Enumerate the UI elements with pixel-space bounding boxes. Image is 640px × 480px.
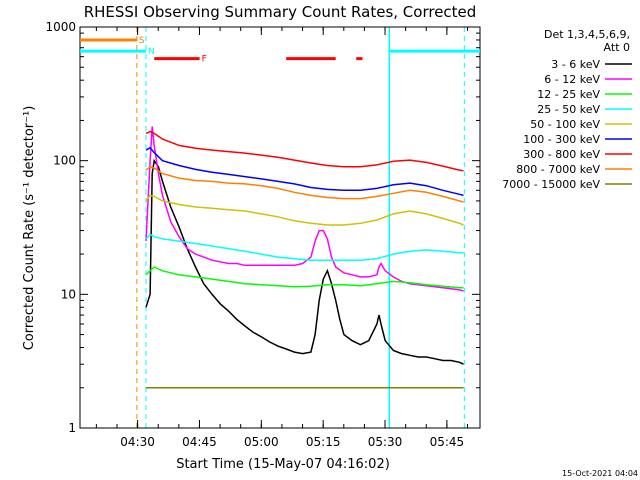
plot-area xyxy=(136,27,465,428)
legend-label-5: 50 - 100 keV xyxy=(530,118,600,131)
legend-label-9: 7000 - 15000 keV xyxy=(502,178,600,191)
x-tick-label-6: 05:45 xyxy=(430,435,465,449)
x-axis-ticks: 04:30 04:45 05:00 05:15 05:30 05:45 xyxy=(95,27,469,449)
y-axis-ticks: 1 10 100 1000 xyxy=(45,20,480,435)
legend-label-8: 800 - 7000 keV xyxy=(516,163,600,176)
series-line-7 xyxy=(145,130,464,172)
legend-label-2: 6 - 12 keV xyxy=(544,73,600,86)
legend-label-3: 12 - 25 keV xyxy=(537,88,600,101)
chart-title: RHESSI Observing Summary Count Rates, Co… xyxy=(84,3,477,21)
x-axis-title: Start Time (15-May-07 04:16:02) xyxy=(176,457,390,472)
plot-frame xyxy=(79,26,481,429)
flag-label-f: F xyxy=(202,55,207,65)
flag-label-s: S xyxy=(139,36,145,46)
flag-label-n: N xyxy=(148,47,155,57)
legend-header-1: Det 1,3,4,5,6,9, xyxy=(544,28,630,41)
x-tick-label-3: 05:00 xyxy=(244,435,279,449)
series-line-4 xyxy=(145,233,464,261)
x-tick-label-2: 04:45 xyxy=(182,435,217,449)
legend-header-2: Att 0 xyxy=(604,41,630,54)
y-axis-title: Corrected Count Rate (s⁻¹ detector⁻¹) xyxy=(22,106,37,351)
series-line-3 xyxy=(145,266,464,289)
y-tick-label-3: 100 xyxy=(53,154,76,168)
series-line-8 xyxy=(145,165,464,203)
footer-timestamp: 15-Oct-2021 04:04 xyxy=(562,469,638,478)
legend-label-4: 25 - 50 keV xyxy=(537,103,600,116)
x-tick-label-4: 05:15 xyxy=(306,435,341,449)
legend-label-6: 100 - 300 keV xyxy=(523,133,600,146)
flag-bars: SN F xyxy=(80,36,480,65)
series-line-6 xyxy=(145,146,464,197)
series-line-5 xyxy=(145,194,464,226)
legend-label-7: 300 - 800 keV xyxy=(523,148,600,161)
x-tick-label-5: 05:30 xyxy=(368,435,403,449)
y-tick-label-2: 10 xyxy=(61,287,76,301)
legend: Det 1,3,4,5,6,9,Att 0 3 - 6 keV 6 - 12 keV… xyxy=(502,28,632,191)
y-tick-label-1: 1 xyxy=(68,421,76,435)
legend-label-1: 3 - 6 keV xyxy=(551,58,600,71)
y-tick-label-4: 1000 xyxy=(45,20,76,34)
x-tick-label-1: 04:30 xyxy=(120,435,155,449)
